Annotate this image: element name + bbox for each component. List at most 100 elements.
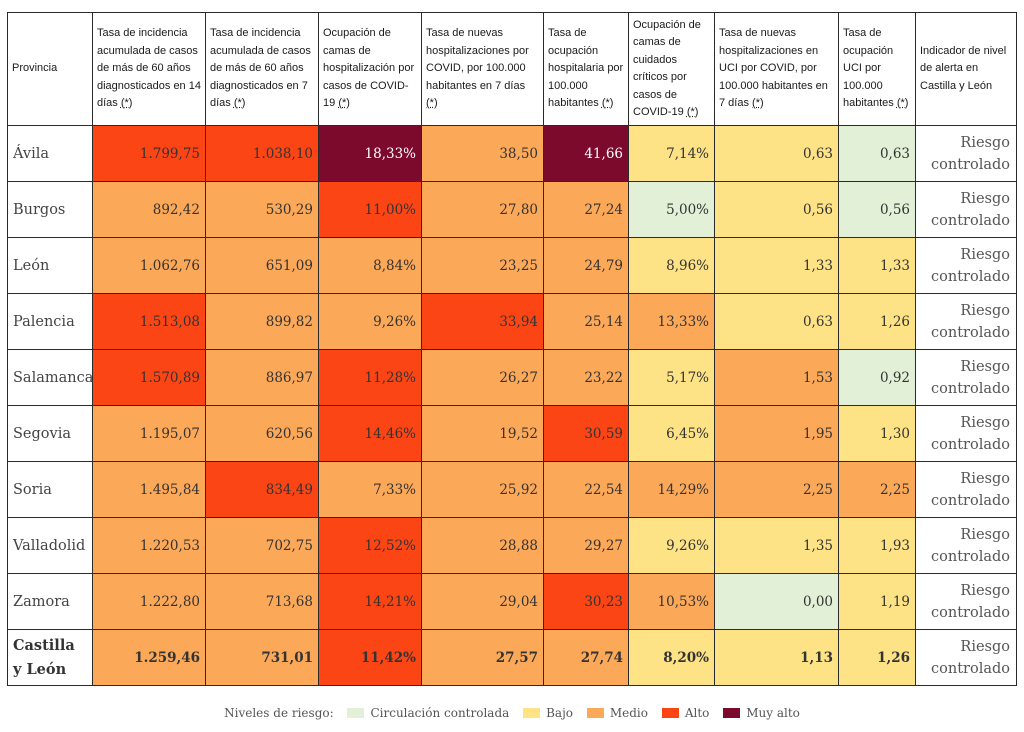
table-row: Ávila 1.799,75 1.038,10 18,33% 38,50 41,… [7, 125, 1017, 182]
legend-item-bajo: Bajo [523, 706, 573, 720]
value-cell: 0,63 [838, 125, 916, 182]
table-row: Burgos 892,42 530,29 11,00% 27,80 27,24 … [7, 181, 1017, 238]
value-cell: 18,33% [318, 125, 422, 182]
legend-swatch [723, 707, 741, 718]
provincia-cell: Segovia [7, 405, 93, 462]
value-cell: 38,50 [421, 125, 544, 182]
value-cell: 27,24 [543, 181, 629, 238]
provincia-cell: Palencia [7, 293, 93, 350]
header-provincia: Provincia [7, 12, 93, 126]
value-cell: 2,25 [838, 461, 916, 518]
value-cell: 29,04 [421, 573, 544, 630]
value-cell: 33,94 [421, 293, 544, 350]
value-cell: 8,96% [628, 237, 715, 294]
value-cell: 1.513,08 [92, 293, 206, 350]
value-cell: 25,14 [543, 293, 629, 350]
value-cell: 1.259,46 [92, 629, 206, 686]
asterisk-link[interactable]: (*) [752, 97, 764, 110]
legend-swatch [347, 707, 365, 718]
value-cell: 9,26% [318, 293, 422, 350]
value-cell: 1,13 [714, 629, 839, 686]
table-row: Palencia 1.513,08 899,82 9,26% 33,94 25,… [7, 293, 1017, 350]
value-cell: 26,27 [421, 349, 544, 406]
value-cell: 1.038,10 [205, 125, 319, 182]
value-cell: 12,52% [318, 517, 422, 574]
value-cell: 5,17% [628, 349, 715, 406]
asterisk-link[interactable]: (*) [686, 106, 699, 118]
value-cell: 41,66 [543, 125, 629, 182]
table-row: Segovia 1.195,07 620,56 14,46% 19,52 30,… [7, 405, 1017, 462]
value-cell: 1,19 [838, 573, 916, 630]
value-cell: 27,80 [421, 181, 544, 238]
table-row: Salamanca 1.570,89 886,97 11,28% 26,27 2… [7, 349, 1017, 406]
provincia-cell: Zamora [7, 573, 93, 630]
provincia-cell: Valladolid [7, 517, 93, 574]
value-cell: 0,63 [714, 125, 839, 182]
table-row: Soria 1.495,84 834,49 7,33% 25,92 22,54 … [7, 461, 1017, 518]
value-cell: 23,25 [421, 237, 544, 294]
value-cell: 6,45% [628, 405, 715, 462]
value-cell: 9,26% [628, 517, 715, 574]
asterisk-link[interactable]: (*) [120, 97, 133, 110]
header-row: Provincia Tasa de incidencia acumulada d… [7, 12, 1017, 126]
value-cell: 14,21% [318, 573, 422, 630]
alert-cell: Riesgo controlado [915, 237, 1017, 294]
value-cell: 0,92 [838, 349, 916, 406]
header-ocupacion-hospitalizacion: Ocupación de camas de hospitalización po… [318, 12, 422, 126]
asterisk-link[interactable]: (*) [426, 97, 438, 110]
alert-cell: Riesgo controlado [915, 461, 1017, 518]
value-cell: 1,95 [714, 405, 839, 462]
asterisk-link[interactable]: (*) [233, 97, 246, 110]
asterisk-link[interactable]: (*) [338, 97, 350, 110]
provincia-cell: Soria [7, 461, 93, 518]
header-ocupacion-hospitalaria: Tasa de ocupación hospitalaria por 100.0… [543, 12, 629, 126]
legend-item-alto: Alto [661, 706, 709, 720]
legend-swatch [523, 707, 541, 718]
indicadores-table: Provincia Tasa de incidencia acumulada d… [7, 12, 1017, 686]
asterisk-link[interactable]: (*) [601, 97, 614, 110]
provincia-cell: León [7, 237, 93, 294]
table-row-total: Castilla y León 1.259,46 731,01 11,42% 2… [7, 629, 1017, 686]
value-cell: 0,56 [714, 181, 839, 238]
alert-cell: Riesgo controlado [915, 181, 1017, 238]
header-nuevas-uci: Tasa de nuevas hospitalizaciones en UCI … [714, 12, 839, 126]
alert-cell: Riesgo controlado [915, 573, 1017, 630]
value-cell: 1.799,75 [92, 125, 206, 182]
value-cell: 899,82 [205, 293, 319, 350]
value-cell: 24,79 [543, 237, 629, 294]
value-cell: 27,74 [543, 629, 629, 686]
value-cell: 27,57 [421, 629, 544, 686]
value-cell: 1.062,76 [92, 237, 206, 294]
value-cell: 7,14% [628, 125, 715, 182]
asterisk-link[interactable]: (*) [896, 97, 909, 110]
value-cell: 23,22 [543, 349, 629, 406]
value-cell: 620,56 [205, 405, 319, 462]
alert-cell: Riesgo controlado [915, 405, 1017, 462]
header-indicador-alerta: Indicador de nivel de alerta en Castilla… [915, 12, 1017, 126]
value-cell: 1,93 [838, 517, 916, 574]
value-cell: 7,33% [318, 461, 422, 518]
legend-swatch [586, 707, 604, 718]
value-cell: 1.570,89 [92, 349, 206, 406]
risk-legend: Niveles de riesgo: Circulación controlad… [0, 706, 1024, 720]
provincia-cell: Salamanca [7, 349, 93, 406]
value-cell: 1,33 [838, 237, 916, 294]
value-cell: 702,75 [205, 517, 319, 574]
value-cell: 713,68 [205, 573, 319, 630]
value-cell: 1.495,84 [92, 461, 206, 518]
value-cell: 1,35 [714, 517, 839, 574]
value-cell: 1,26 [838, 629, 916, 686]
value-cell: 1.220,53 [92, 517, 206, 574]
table-row: León 1.062,76 651,09 8,84% 23,25 24,79 8… [7, 237, 1017, 294]
value-cell: 25,92 [421, 461, 544, 518]
value-cell: 30,59 [543, 405, 629, 462]
header-incidencia-7d: Tasa de incidencia acumulada de casos de… [205, 12, 319, 126]
value-cell: 1.222,80 [92, 573, 206, 630]
value-cell: 19,52 [421, 405, 544, 462]
value-cell: 2,25 [714, 461, 839, 518]
header-nuevas-hospitalizaciones: Tasa de nuevas hospitalizaciones por COV… [421, 12, 544, 126]
value-cell: 886,97 [205, 349, 319, 406]
value-cell: 14,46% [318, 405, 422, 462]
alert-cell: Riesgo controlado [915, 517, 1017, 574]
legend-swatch [661, 707, 679, 718]
